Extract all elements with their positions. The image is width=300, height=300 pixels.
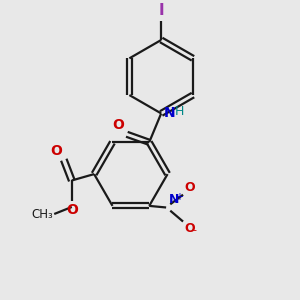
Text: O: O bbox=[112, 118, 124, 132]
Text: I: I bbox=[158, 3, 164, 18]
Text: N: N bbox=[164, 106, 176, 120]
Text: O: O bbox=[50, 144, 62, 158]
Text: -: - bbox=[193, 225, 196, 235]
Text: N: N bbox=[169, 193, 179, 206]
Text: H: H bbox=[175, 105, 184, 118]
Text: O: O bbox=[184, 222, 195, 235]
Text: +: + bbox=[175, 192, 183, 202]
Text: O: O bbox=[66, 203, 78, 217]
Text: CH₃: CH₃ bbox=[32, 208, 53, 220]
Text: O: O bbox=[184, 181, 195, 194]
